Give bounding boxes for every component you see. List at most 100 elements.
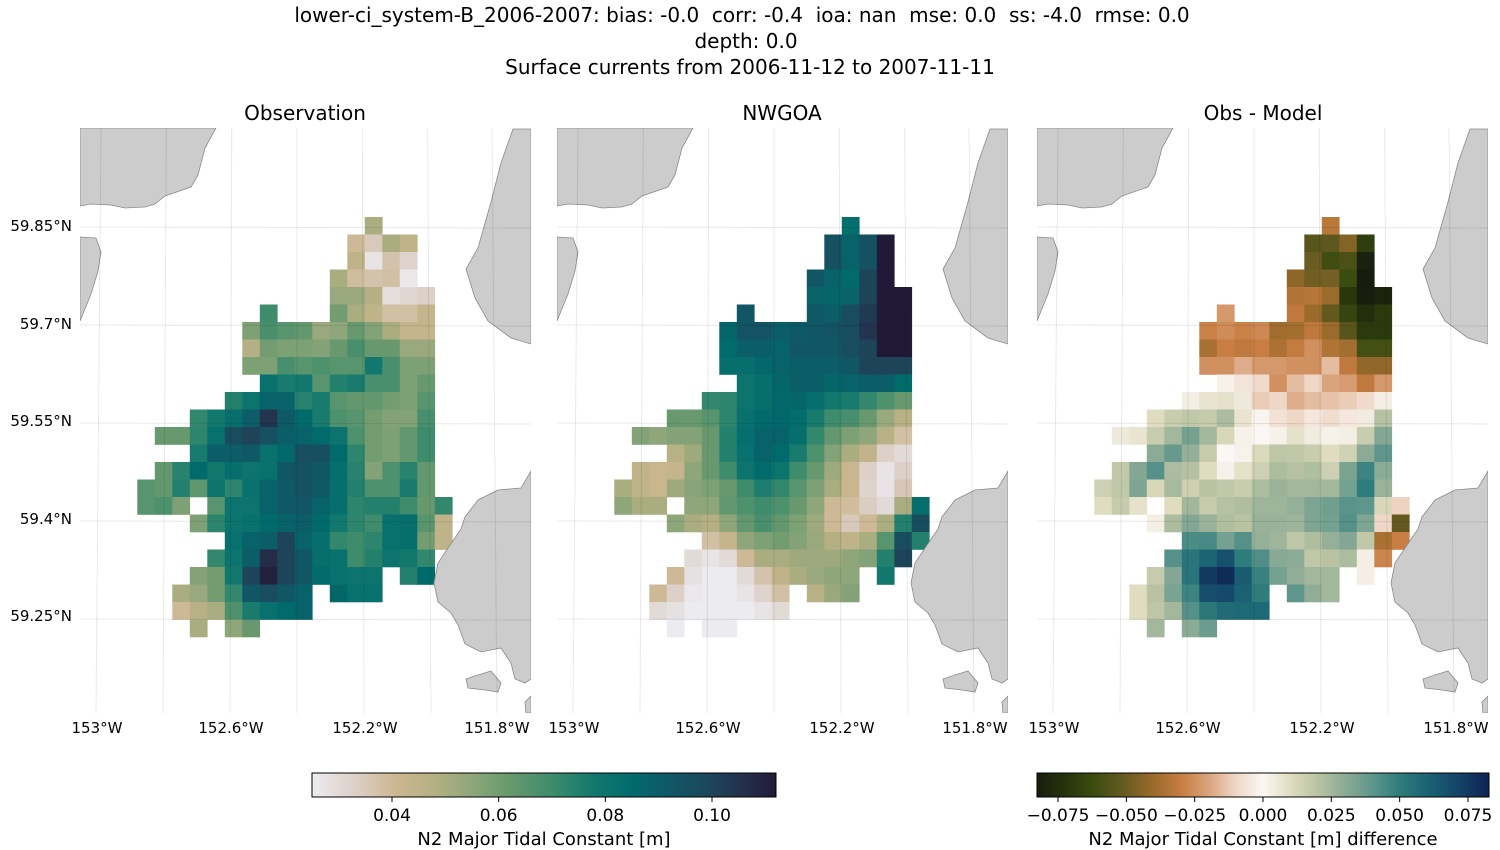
heatmap-cell [1321,287,1340,305]
heatmap-cell [1286,584,1305,603]
heatmap-cell [806,374,825,393]
heatmap-cell [806,304,825,323]
heatmap-cell [1146,619,1165,638]
heatmap-cell [841,252,860,270]
heatmap-cell [1251,339,1270,358]
heatmap-cell [1111,462,1130,480]
heatmap-cell [1356,514,1375,533]
heatmap-cell [312,462,331,480]
heatmap-cell [789,409,808,428]
heatmap-cell [312,392,331,410]
heatmap-cell [189,602,208,620]
latitude-gridline [1037,618,1488,621]
heatmap-cell [824,427,843,445]
heatmap-cell [312,479,331,498]
heatmap-cell [382,252,401,270]
heatmap-cell [1251,322,1270,340]
heatmap-cell [312,444,331,463]
heatmap-cell [1216,514,1235,533]
heatmap-cell [242,479,261,498]
heatmap-cell [1391,514,1410,533]
heatmap-cell [1269,427,1288,445]
heatmap-cell [259,549,278,568]
latitude-gridline [1037,324,1488,327]
heatmap-cell [1251,427,1270,445]
heatmap-cell [1304,409,1323,428]
heatmap-cell [684,427,703,445]
longitude-gridline [491,128,498,713]
heatmap-cell [771,567,790,585]
heatmap-cell [417,392,436,410]
heatmap-cell [1356,287,1375,305]
heatmap-cell [649,479,668,498]
heatmap-cell [701,392,720,410]
heatmap-cell [1321,252,1340,270]
heatmap-cell [1269,479,1288,498]
heatmap-cell [736,584,755,603]
heatmap-cell [631,427,650,445]
heatmap-cell [876,287,895,305]
heatmap-cell [894,532,913,550]
heatmap-cell [754,532,773,550]
heatmap-cell [841,409,860,428]
heatmap-cell [1199,549,1218,568]
heatmap-cell [806,409,825,428]
heatmap-cell [1181,462,1200,480]
heatmap-cell [329,339,348,358]
heatmap-cell [1304,479,1323,498]
heatmap-cell [259,584,278,603]
heatmap-cell [1321,217,1340,235]
colorbar-tick-label: −0.050 [1095,806,1158,826]
heatmap-cell [789,374,808,393]
heatmap-cell [841,497,860,515]
heatmap-cell [417,567,436,585]
heatmap-cell [666,444,685,463]
heatmap-cell [224,602,243,620]
heatmap-cell [859,269,878,288]
heatmap-cell [224,532,243,550]
latitude-gridline [1037,226,1488,229]
heatmap-cell [719,409,738,428]
land-polygon [557,128,694,209]
land-polygon [1037,236,1059,322]
heatmap-cell [364,549,383,568]
heatmap-cell [1356,252,1375,270]
heatmap-cell [771,514,790,533]
heatmap-cell [364,427,383,445]
heatmap-cell [1251,374,1270,393]
heatmap-cell [876,549,895,568]
heatmap-cell [666,479,685,498]
heatmap-cell [806,514,825,533]
heatmap-cell [824,304,843,323]
heatmap-cell [1339,374,1358,393]
heatmap-cell [277,339,296,358]
longitude-gridline [427,128,432,713]
heatmap-cell [172,479,191,498]
heatmap-cell [736,549,755,568]
heatmap-cell [1199,497,1218,515]
heatmap-cell [382,322,401,340]
heatmap-cell [789,444,808,463]
heatmap-cell [1129,584,1148,603]
heatmap-cell [1356,479,1375,498]
heatmap-cell [701,567,720,585]
heatmap-cell [824,322,843,340]
latitude-gridline [80,324,531,327]
heatmap-cell [876,304,895,323]
heatmap-cell [754,497,773,515]
heatmap-cell [1269,374,1288,393]
heatmap-cell [754,479,773,498]
heatmap-cell [1339,322,1358,340]
heatmap-cell [684,444,703,463]
heatmap-cell [399,532,418,550]
heatmap-cell [736,602,755,620]
heatmap-cell [224,427,243,445]
heatmap-cell [1374,339,1393,358]
heatmap-cell [1181,514,1200,533]
land-polygon [942,128,1008,345]
heatmap-cell [1269,339,1288,358]
heatmap-cell [771,392,790,410]
heatmap-cell [364,252,383,270]
heatmap-cell [294,427,313,445]
